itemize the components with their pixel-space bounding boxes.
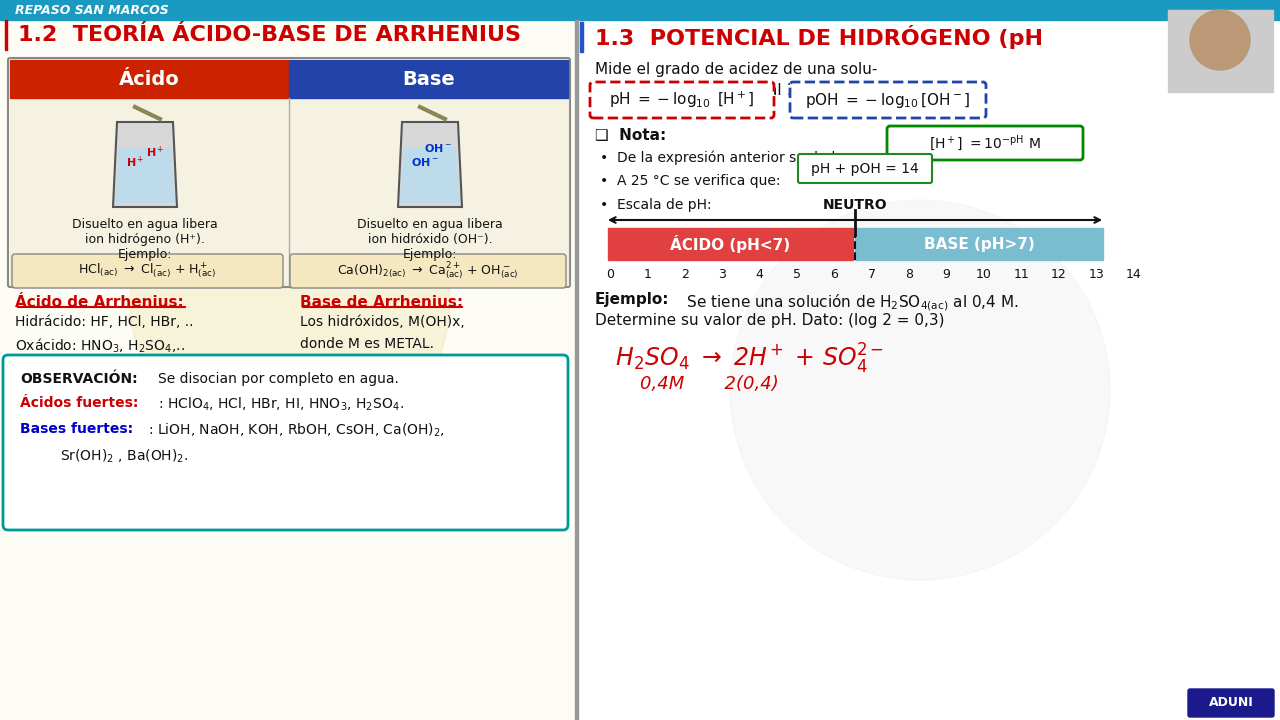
Text: pH $= -\log_{10}$ [H$^+$]: pH $= -\log_{10}$ [H$^+$] bbox=[609, 90, 755, 110]
Text: pOH $= -\log_{10}$[OH$^-$]: pOH $= -\log_{10}$[OH$^-$] bbox=[805, 91, 970, 109]
Text: ÁCIDO (pH<7): ÁCIDO (pH<7) bbox=[669, 235, 790, 253]
Text: 8: 8 bbox=[905, 268, 913, 281]
Text: Oxácido: HNO$_3$, H$_2$SO$_4$,..: Oxácido: HNO$_3$, H$_2$SO$_4$,.. bbox=[15, 337, 186, 356]
Text: 14: 14 bbox=[1125, 268, 1142, 281]
Text: Bases fuertes:: Bases fuertes: bbox=[20, 422, 133, 436]
Text: : HClO$_4$, HCl, HBr, HI, HNO$_3$, H$_2$SO$_4$.: : HClO$_4$, HCl, HBr, HI, HNO$_3$, H$_2$… bbox=[157, 396, 404, 413]
Text: Se disocian por completo en agua.: Se disocian por completo en agua. bbox=[157, 372, 399, 386]
Text: 5: 5 bbox=[794, 268, 801, 281]
Text: H$^+$: H$^+$ bbox=[125, 154, 145, 170]
Text: pH + pOH = 14: pH + pOH = 14 bbox=[812, 162, 919, 176]
Circle shape bbox=[730, 200, 1110, 580]
Bar bbox=[5, 20, 6, 50]
Polygon shape bbox=[399, 147, 460, 203]
Text: ADUNI: ADUNI bbox=[1208, 696, 1253, 709]
Bar bbox=[1169, 10, 1274, 92]
Text: NEUTRO: NEUTRO bbox=[823, 198, 887, 212]
Bar bbox=[580, 22, 582, 52]
Bar bbox=[289, 60, 568, 98]
Text: Base de Arrhenius:: Base de Arrhenius: bbox=[300, 295, 463, 310]
FancyBboxPatch shape bbox=[887, 126, 1083, 160]
Text: 1.3  POTENCIAL DE HIDRÓGENO (pH: 1.3 POTENCIAL DE HIDRÓGENO (pH bbox=[595, 25, 1043, 49]
Circle shape bbox=[1190, 10, 1251, 70]
Bar bbox=[608, 228, 852, 260]
Polygon shape bbox=[113, 122, 177, 207]
Text: Ácido: Ácido bbox=[119, 70, 180, 89]
Text: Disuelto en agua libera
ion hidrógeno (H⁺).
Ejemplo:: Disuelto en agua libera ion hidrógeno (H… bbox=[72, 218, 218, 261]
Text: Se tiene una solución de H$_2$SO$_{4\rm(ac)}$ al 0,4 M.: Se tiene una solución de H$_2$SO$_{4\rm(… bbox=[682, 292, 1019, 312]
Text: 12: 12 bbox=[1051, 268, 1066, 281]
Text: 7: 7 bbox=[868, 268, 876, 281]
Text: 3: 3 bbox=[718, 268, 726, 281]
Text: OH$^-$: OH$^-$ bbox=[411, 156, 439, 168]
Text: •  Escala de pH:: • Escala de pH: bbox=[600, 198, 712, 212]
Text: Disuelto en agua libera
ion hidróxido (OH⁻).
Ejemplo:: Disuelto en agua libera ion hidróxido (O… bbox=[357, 218, 503, 261]
Text: BASE (pH>7): BASE (pH>7) bbox=[924, 236, 1034, 251]
Text: HCl$_{\rm(ac)}$ $\rightarrow$ Cl$^-_{\rm(ac)}$ + H$^+_{\rm(ac)}$: HCl$_{\rm(ac)}$ $\rightarrow$ Cl$^-_{\rm… bbox=[78, 261, 216, 281]
Text: 9: 9 bbox=[942, 268, 951, 281]
Text: ❑  Nota:: ❑ Nota: bbox=[595, 128, 667, 143]
Text: •  De la expresión anterior se deduce:: • De la expresión anterior se deduce: bbox=[600, 150, 865, 164]
Bar bbox=[10, 60, 289, 98]
Text: Ácido de Arrhenius:: Ácido de Arrhenius: bbox=[15, 295, 184, 310]
Text: Ácidos fuertes:: Ácidos fuertes: bbox=[20, 396, 138, 410]
FancyBboxPatch shape bbox=[790, 82, 986, 118]
FancyBboxPatch shape bbox=[8, 58, 570, 287]
FancyBboxPatch shape bbox=[797, 154, 932, 183]
Text: 10: 10 bbox=[977, 268, 992, 281]
Bar bbox=[0, 0, 1280, 20]
FancyBboxPatch shape bbox=[3, 355, 568, 530]
Text: OBSERVACIÓN:: OBSERVACIÓN: bbox=[20, 372, 138, 386]
Text: [H$^+$] $= 10^{-\rm pH}$ M: [H$^+$] $= 10^{-\rm pH}$ M bbox=[929, 133, 1041, 153]
Text: 1: 1 bbox=[644, 268, 652, 281]
Bar bbox=[575, 20, 579, 720]
Bar bbox=[855, 228, 1103, 260]
FancyBboxPatch shape bbox=[1188, 689, 1274, 717]
Polygon shape bbox=[115, 147, 175, 203]
Text: 6: 6 bbox=[831, 268, 838, 281]
Bar bbox=[10, 98, 568, 285]
Text: Determine su valor de pH. Dato: (log 2 = 0,3): Determine su valor de pH. Dato: (log 2 =… bbox=[595, 313, 945, 328]
Text: 11: 11 bbox=[1014, 268, 1029, 281]
Text: Ca(OH)$_{2\rm(ac)}$ $\rightarrow$ Ca$^{2+}_{\rm(ac)}$ + OH$^-_{\rm(ac)}$: Ca(OH)$_{2\rm(ac)}$ $\rightarrow$ Ca$^{2… bbox=[337, 260, 518, 282]
Text: 13: 13 bbox=[1088, 268, 1105, 281]
Circle shape bbox=[131, 140, 451, 460]
Text: OH$^-$: OH$^-$ bbox=[424, 142, 452, 154]
Text: Base: Base bbox=[402, 70, 454, 89]
Text: Sr(OH)$_2$ , Ba(OH)$_2$.: Sr(OH)$_2$ , Ba(OH)$_2$. bbox=[60, 448, 188, 465]
Text: Ejemplo:: Ejemplo: bbox=[595, 292, 669, 307]
Text: Mide el grado de acidez de una solu-: Mide el grado de acidez de una solu- bbox=[595, 62, 877, 77]
Bar bbox=[0, 20, 575, 720]
Text: diluida (menor o igual al 1M).: diluida (menor o igual al 1M). bbox=[595, 83, 820, 98]
Polygon shape bbox=[398, 122, 462, 207]
Text: 0: 0 bbox=[605, 268, 614, 281]
Text: 4: 4 bbox=[755, 268, 764, 281]
Text: 0,4M       2(0,4): 0,4M 2(0,4) bbox=[640, 375, 778, 393]
Text: 1.2  TEORÍA ÁCIDO-BASE DE ARRHENIUS: 1.2 TEORÍA ÁCIDO-BASE DE ARRHENIUS bbox=[18, 25, 521, 45]
Text: Los hidróxidos, M(OH)x,: Los hidróxidos, M(OH)x, bbox=[300, 315, 465, 329]
Text: Hidrácido: HF, HCl, HBr, ..: Hidrácido: HF, HCl, HBr, .. bbox=[15, 315, 193, 329]
Text: : LiOH, NaOH, KOH, RbOH, CsOH, Ca(OH)$_2$,: : LiOH, NaOH, KOH, RbOH, CsOH, Ca(OH)$_2… bbox=[148, 422, 445, 439]
Text: •  A 25 °C se verifica que:: • A 25 °C se verifica que: bbox=[600, 174, 781, 188]
Text: H$^+$: H$^+$ bbox=[146, 144, 164, 160]
Text: donde M es METAL.: donde M es METAL. bbox=[300, 337, 434, 351]
FancyBboxPatch shape bbox=[12, 254, 283, 288]
Bar bbox=[579, 20, 1280, 720]
Text: H$_2$SO$_4$ $\rightarrow$ 2H$^+$ + SO$_4^{2-}$: H$_2$SO$_4$ $\rightarrow$ 2H$^+$ + SO$_4… bbox=[614, 342, 883, 376]
Text: 2: 2 bbox=[681, 268, 689, 281]
FancyBboxPatch shape bbox=[291, 254, 566, 288]
FancyBboxPatch shape bbox=[590, 82, 774, 118]
Text: REPASO SAN MARCOS: REPASO SAN MARCOS bbox=[15, 4, 169, 17]
